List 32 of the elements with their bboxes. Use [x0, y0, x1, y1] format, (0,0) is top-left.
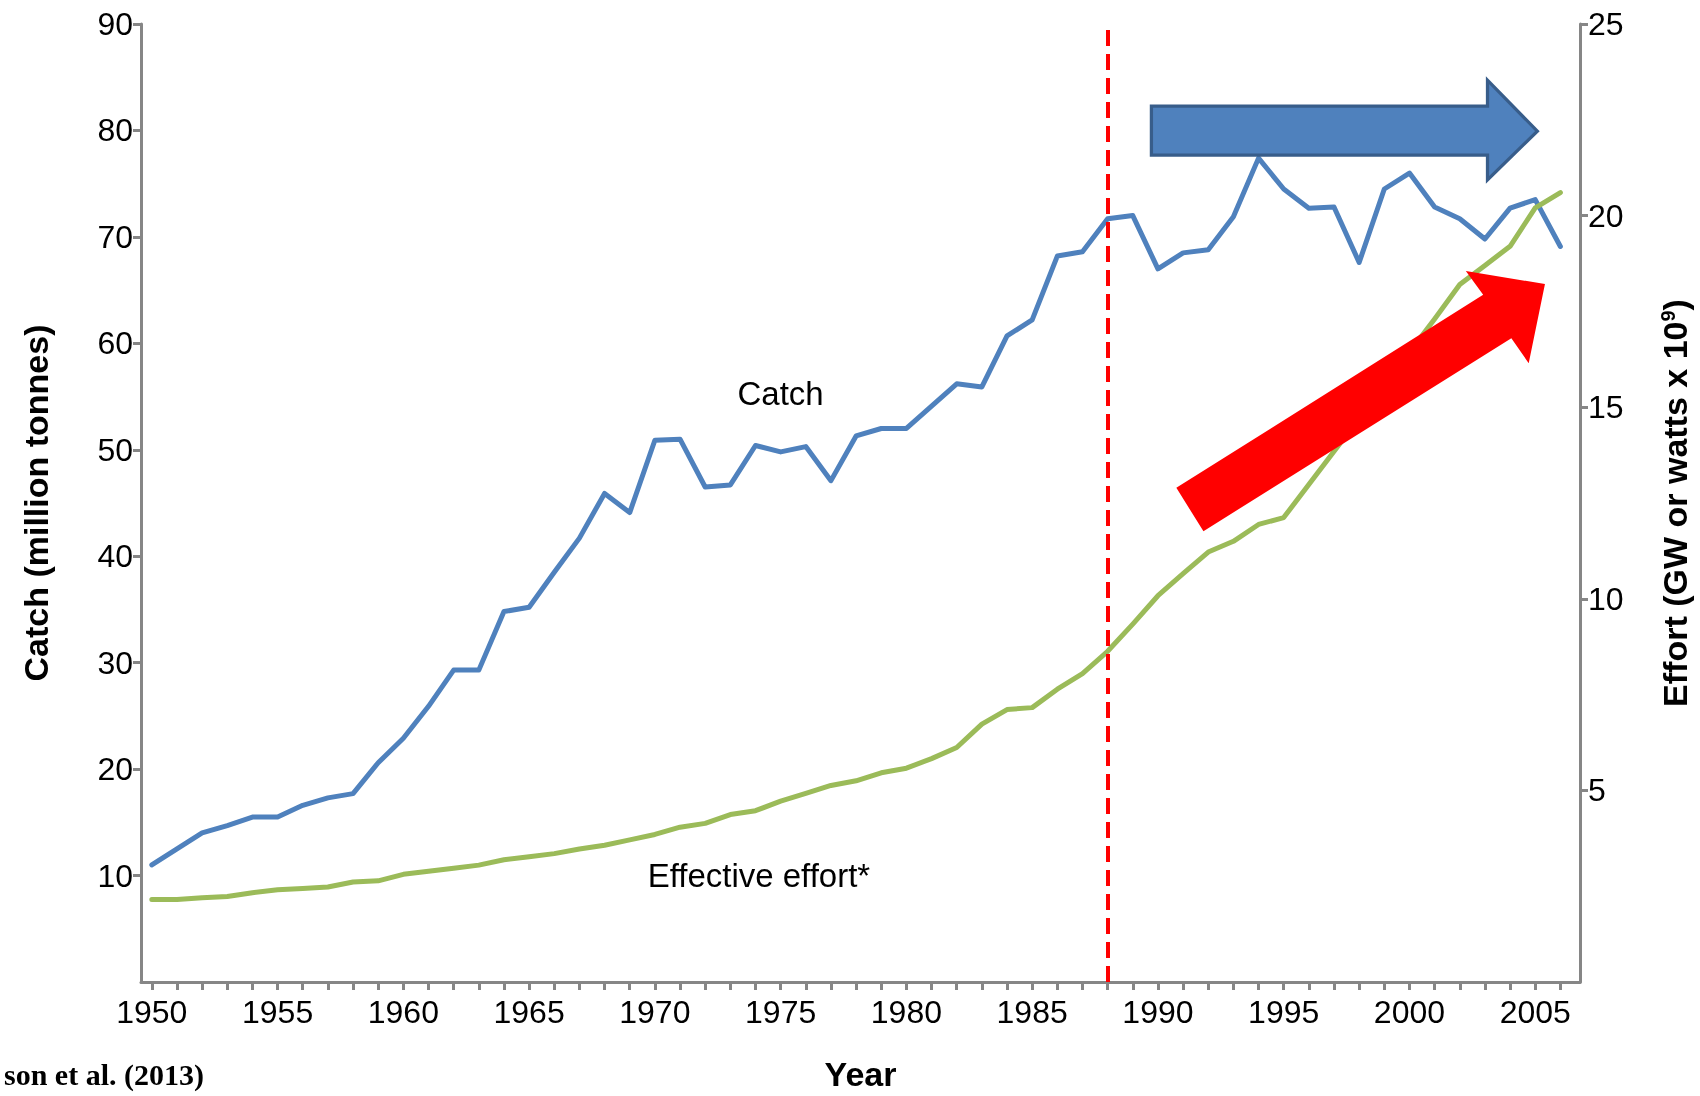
- x-tick-label: 1975: [745, 994, 817, 1030]
- y2-tick-label: 20: [1588, 197, 1624, 234]
- y2-tick-label: 5: [1588, 772, 1606, 809]
- y-tick-label: 20: [97, 751, 133, 788]
- series-label: Catch: [737, 374, 824, 413]
- x-tick-label: 1960: [367, 994, 439, 1030]
- y-tick-label: 70: [97, 218, 133, 255]
- y-tick-label: 30: [97, 644, 133, 681]
- x-tick-label: 2000: [1373, 994, 1446, 1030]
- x-tick-label: 1965: [493, 994, 565, 1030]
- x-tick-label: 1950: [116, 994, 188, 1030]
- x-tick-label: 1990: [1122, 994, 1194, 1030]
- y2-tick-label: 15: [1588, 389, 1624, 426]
- x-tick-label: 2005: [1499, 994, 1571, 1030]
- y-tick-label: 10: [97, 857, 133, 894]
- y2-tick-label: 10: [1588, 580, 1624, 617]
- y-tick-label: 40: [97, 538, 133, 575]
- text: son et al. (2013): [4, 1058, 204, 1092]
- series-label: Effective effort*: [647, 856, 871, 895]
- y-tick-label: 60: [97, 325, 133, 362]
- x-tick-label: 1970: [619, 994, 691, 1030]
- y-tick-label: 80: [97, 112, 133, 149]
- x-tick-label: 1980: [870, 994, 942, 1030]
- y-axis-title: Catch (million tonnes): [17, 324, 55, 682]
- x-tick-label: 1955: [241, 994, 314, 1030]
- x-axis-title: Year: [824, 1055, 897, 1093]
- x-tick-label: 1995: [1248, 994, 1320, 1030]
- y2-axis-title: Effort (GW or watts x 109): [1656, 299, 1694, 707]
- y2-tick-label: 25: [1588, 6, 1624, 42]
- x-tick-label: 1985: [996, 994, 1068, 1030]
- y-tick-label: 90: [97, 6, 133, 42]
- y-tick-label: 50: [97, 431, 133, 468]
